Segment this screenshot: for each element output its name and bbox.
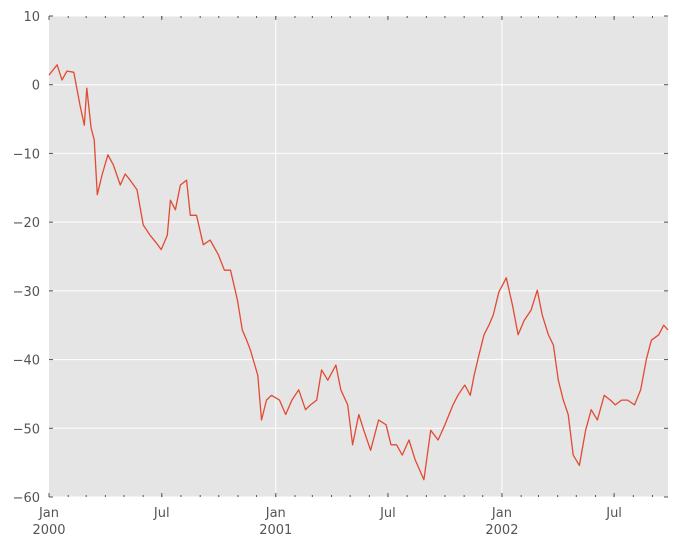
series-line xyxy=(48,64,669,481)
y-tick-label: −10 xyxy=(13,147,40,162)
x-tick-label: Jan xyxy=(38,506,59,521)
x-tick-sublabel: 2001 xyxy=(259,523,292,538)
ticks xyxy=(48,15,668,498)
grid xyxy=(49,15,668,498)
x-tick-label: Jul xyxy=(379,506,396,521)
x-tick-sublabel: 2000 xyxy=(32,523,65,538)
y-tick-label: 10 xyxy=(23,10,40,25)
y-tick-label: −50 xyxy=(13,422,40,437)
x-tick-label: Jul xyxy=(605,506,622,521)
y-tick-label: −30 xyxy=(13,285,40,300)
y-tick-label: −60 xyxy=(13,491,40,506)
x-tick-label: Jan xyxy=(265,506,286,521)
x-tick-label: Jan xyxy=(491,506,512,521)
x-tick-label: Jul xyxy=(153,506,170,521)
y-tick-label: 0 xyxy=(32,79,40,94)
y-tick-label: −40 xyxy=(13,354,40,369)
plot-background xyxy=(49,16,668,497)
x-tick-sublabel: 2002 xyxy=(485,523,518,538)
y-tick-label: −20 xyxy=(13,216,40,231)
